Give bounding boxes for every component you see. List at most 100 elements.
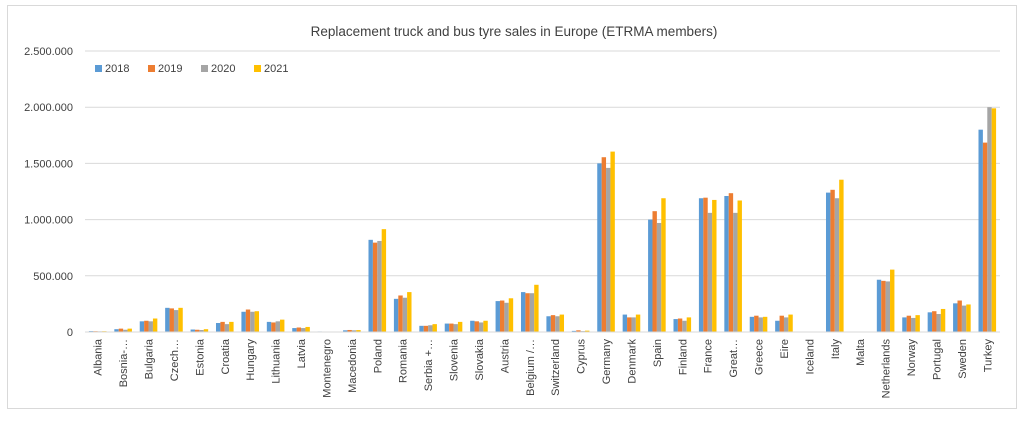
x-category-label: France [703,339,715,373]
bar-2020 [402,297,408,332]
x-category-label: Denmark [626,339,638,384]
x-category-label: Belgium /… [525,339,537,396]
bar-2021 [737,200,742,332]
y-axis-ticks: 0 500.000 1.000.000 1.500.000 2.000.000 2.500… [24,46,73,339]
x-category-label: Poland [372,339,384,373]
bar-2019 [474,321,479,332]
bar-2018 [876,279,882,332]
bar-2020 [682,320,687,332]
bar-2019 [957,300,962,332]
bar-2020 [351,330,357,332]
bar-2019 [881,280,886,332]
bar-2020 [529,293,535,332]
bar-2019 [499,300,505,332]
bar-2021 [915,315,920,332]
bar-2018 [470,320,475,332]
x-category-label: Hungary [245,339,257,381]
bar-2020 [911,317,916,332]
x-category-label: Estonia [194,338,206,376]
x-category-label: Switzerland [550,339,562,396]
y-tick-label: 2.000.000 [24,102,73,114]
bar-2019 [245,309,251,332]
bar-2018 [698,198,704,332]
bar-2018 [597,163,602,332]
gridlines [85,50,1000,277]
bar-2019 [779,315,784,332]
bar-2021 [788,314,793,332]
x-category-label: Austria [499,338,511,373]
bar-2021 [229,321,234,332]
bar-2021 [890,269,895,332]
bar-2021 [686,317,692,332]
bar-2019 [525,293,530,332]
bar-2020 [478,322,484,332]
bar-2021 [966,304,971,332]
bar-2018 [215,323,221,332]
bar-2019 [144,320,149,332]
bar-2020 [123,329,128,332]
bar-2021 [432,324,437,332]
bar-2020 [631,317,636,332]
bar-2019 [220,321,225,332]
bar-2020 [656,222,662,332]
x-category-label: Iceland [804,339,816,374]
bar-2018 [139,321,145,332]
bar-2019 [652,211,657,332]
x-category-label: Cyprus [576,339,588,374]
bar-2019 [576,330,581,332]
bar-2020 [987,107,992,332]
bar-2019 [601,157,607,332]
bar-2019 [347,329,352,332]
x-category-label: Greece [754,339,766,375]
bar-2019 [372,242,378,332]
legend-swatch [95,65,102,72]
bar-2019 [398,295,403,332]
x-category-label: Eire [779,339,791,359]
bar-2019 [627,317,632,332]
bar-2021 [762,316,768,332]
bar-2021 [381,229,387,332]
bar-2018 [953,303,958,332]
bar-2021 [483,320,488,332]
bar-2020 [885,281,891,332]
x-category-label: Albania [93,338,105,376]
bar-2020 [555,316,560,332]
x-category-label: Great… [728,339,740,378]
bar-2021 [127,328,132,332]
bar-2019 [423,325,429,332]
x-category-label: Slovakia [474,338,486,380]
bar-2020 [377,240,382,332]
bar-2019 [982,142,988,332]
bar-2018 [368,239,373,332]
x-category-label: Bosnia-… [118,339,130,387]
bar-2019 [550,315,556,332]
chart-title: Replacement truck and bus tyre sales in … [311,24,718,39]
bar-2018 [546,316,551,332]
bar-2021 [991,108,997,332]
bar-2020 [606,167,611,332]
legend-label: 2020 [211,63,235,75]
bar-2021 [356,330,361,332]
legend-swatch [148,65,155,72]
bar-2020 [936,314,941,332]
x-category-label: Lithuania [271,338,283,384]
bar-2020 [301,328,306,332]
bar-2019 [932,311,937,332]
legend-label: 2019 [158,63,182,75]
x-category-label: Finland [677,339,689,375]
bar-2018 [393,298,399,332]
bar-2018 [419,325,424,332]
bar-2019 [449,323,454,332]
bar-2020 [428,325,433,332]
bar-2020 [275,321,281,332]
bar-2021 [940,308,946,332]
bar-2021 [178,307,183,332]
bar-2020 [961,305,967,332]
bar-2021 [280,319,285,332]
bar-2021 [152,318,158,332]
y-tick-label: 1.500.000 [24,158,73,170]
bar-2021 [457,321,463,332]
bar-2019 [728,193,734,332]
y-tick-label: 1.000.000 [24,215,73,227]
bar-2019 [271,322,276,332]
